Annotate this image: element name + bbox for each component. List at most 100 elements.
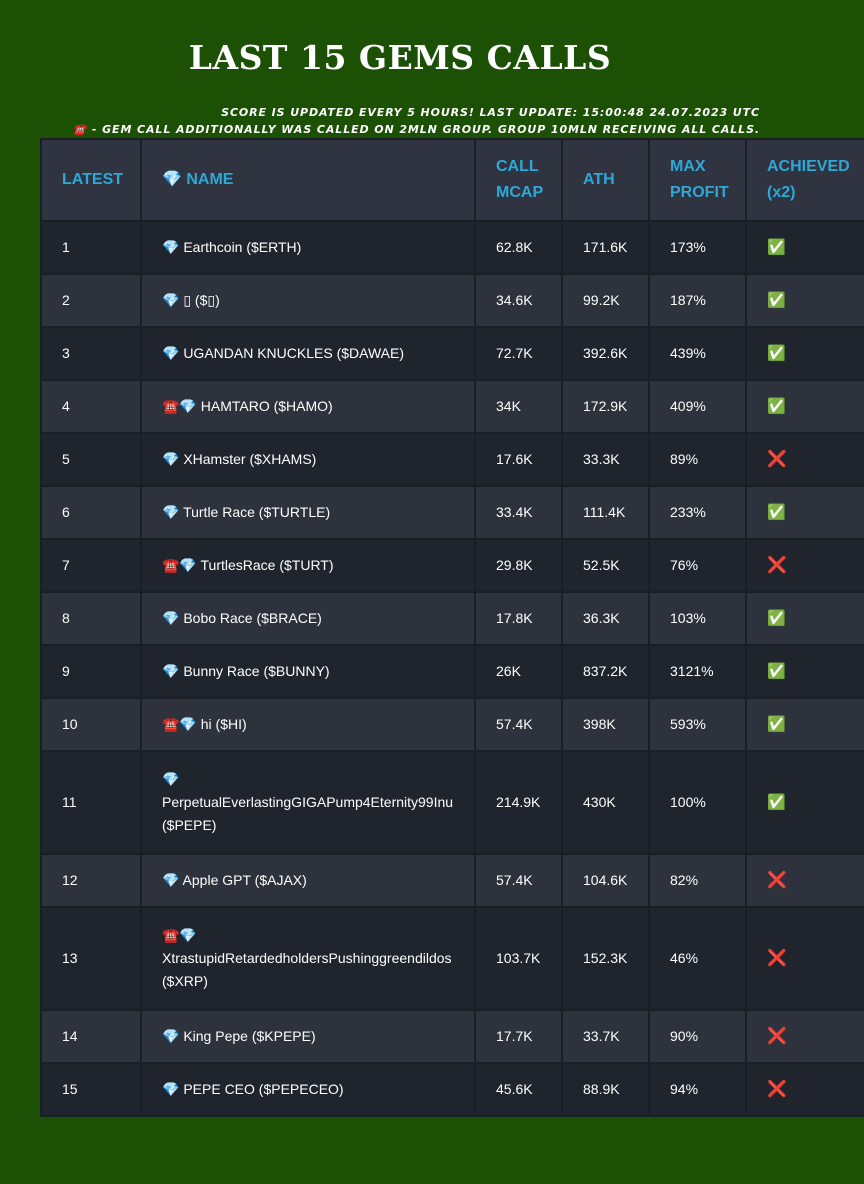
cell-latest: 10: [40, 697, 142, 752]
check-icon: ✅: [745, 750, 864, 855]
cell-call-mcap: 45.6K: [474, 1062, 563, 1117]
cell-max-profit: 82%: [648, 853, 747, 908]
gems-table-container: LATEST 💎 NAME CALL MCAP ATH MAX PROFIT ACH…: [40, 138, 864, 1117]
cell-call-mcap: 29.8K: [474, 538, 563, 593]
gems-table: LATEST 💎 NAME CALL MCAP ATH MAX PROFIT ACH…: [40, 138, 864, 1117]
table-row: 13 ☎️💎 XtrastupidRetardedholdersPushinggr…: [40, 906, 864, 1011]
cross-icon: ❌: [745, 906, 864, 1011]
cell-name: 💎 Turtle Race ($TURTLE): [140, 485, 476, 540]
check-icon: ✅: [745, 485, 864, 540]
table-row: 14 💎 King Pepe ($KPEPE) 17.7K 33.7K 90% …: [40, 1009, 864, 1064]
check-icon: ✅: [745, 326, 864, 381]
cell-call-mcap: 72.7K: [474, 326, 563, 381]
cell-call-mcap: 26K: [474, 644, 563, 699]
cell-call-mcap: 17.7K: [474, 1009, 563, 1064]
cell-ath: 171.6K: [561, 220, 650, 275]
cell-max-profit: 409%: [648, 379, 747, 434]
header-ath[interactable]: ATH: [561, 138, 650, 222]
check-icon: ✅: [745, 220, 864, 275]
cell-call-mcap: 17.8K: [474, 591, 563, 646]
cell-max-profit: 90%: [648, 1009, 747, 1064]
table-row: 15 💎 PEPE CEO ($PEPECEO) 45.6K 88.9K 94%…: [40, 1062, 864, 1117]
cell-name: 💎 Apple GPT ($AJAX): [140, 853, 476, 908]
cell-ath: 33.7K: [561, 1009, 650, 1064]
cell-max-profit: 233%: [648, 485, 747, 540]
cell-name: 💎 King Pepe ($KPEPE): [140, 1009, 476, 1064]
cell-latest: 13: [40, 906, 142, 1011]
cell-name: 💎 PEPE CEO ($PEPECEO): [140, 1062, 476, 1117]
cell-max-profit: 103%: [648, 591, 747, 646]
cell-latest: 3: [40, 326, 142, 381]
cell-latest: 9: [40, 644, 142, 699]
cell-name: 💎 PerpetualEverlastingGIGAPump4Eternity99…: [140, 750, 476, 855]
cross-icon: ❌: [745, 432, 864, 487]
cell-name: 💎 Bunny Race ($BUNNY): [140, 644, 476, 699]
cell-ath: 36.3K: [561, 591, 650, 646]
table-row: 9 💎 Bunny Race ($BUNNY) 26K 837.2K 3121%…: [40, 644, 864, 699]
cell-max-profit: 76%: [648, 538, 747, 593]
cell-call-mcap: 34.6K: [474, 273, 563, 328]
cross-icon: ❌: [745, 1009, 864, 1064]
check-icon: ✅: [745, 591, 864, 646]
cross-icon: ❌: [745, 1062, 864, 1117]
check-icon: ✅: [745, 697, 864, 752]
cell-ath: 398K: [561, 697, 650, 752]
cell-latest: 12: [40, 853, 142, 908]
table-row: 1 💎 Earthcoin ($ERTH) 62.8K 171.6K 173% …: [40, 220, 864, 275]
cell-call-mcap: 34K: [474, 379, 563, 434]
cell-call-mcap: 17.6K: [474, 432, 563, 487]
cell-max-profit: 100%: [648, 750, 747, 855]
cell-ath: 837.2K: [561, 644, 650, 699]
cell-max-profit: 89%: [648, 432, 747, 487]
cell-name: 💎 ▯ ($▯): [140, 273, 476, 328]
cell-max-profit: 3121%: [648, 644, 747, 699]
cell-ath: 111.4K: [561, 485, 650, 540]
cell-call-mcap: 214.9K: [474, 750, 563, 855]
cell-latest: 14: [40, 1009, 142, 1064]
table-row: 12 💎 Apple GPT ($AJAX) 57.4K 104.6K 82% …: [40, 853, 864, 908]
table-row: 10 ☎️💎 hi ($HI) 57.4K 398K 593% ✅: [40, 697, 864, 752]
cell-name: ☎️💎 hi ($HI): [140, 697, 476, 752]
cell-max-profit: 94%: [648, 1062, 747, 1117]
cell-name: ☎️💎 TurtlesRace ($TURT): [140, 538, 476, 593]
cell-name: ☎️💎 XtrastupidRetardedholdersPushinggreen…: [140, 906, 476, 1011]
cell-max-profit: 173%: [648, 220, 747, 275]
table-row: 2 💎 ▯ ($▯) 34.6K 99.2K 187% ✅: [40, 273, 864, 328]
header-call-mcap[interactable]: CALL MCAP: [474, 138, 563, 222]
cross-icon: ❌: [745, 853, 864, 908]
page-title: LAST 15 GEMS CALLS: [188, 38, 612, 77]
cell-max-profit: 439%: [648, 326, 747, 381]
cell-call-mcap: 33.4K: [474, 485, 563, 540]
table-row: 8 💎 Bobo Race ($BRACE) 17.8K 36.3K 103% …: [40, 591, 864, 646]
cell-call-mcap: 62.8K: [474, 220, 563, 275]
header-latest[interactable]: LATEST: [40, 138, 142, 222]
header-achieved[interactable]: ACHIEVED (x2): [745, 138, 864, 222]
cell-name: 💎 XHamster ($XHAMS): [140, 432, 476, 487]
table-header-row: LATEST 💎 NAME CALL MCAP ATH MAX PROFIT ACH…: [40, 138, 864, 222]
cross-icon: ❌: [745, 538, 864, 593]
table-row: 3 💎 UGANDAN KNUCKLES ($DAWAE) 72.7K 392.…: [40, 326, 864, 381]
cell-ath: 392.6K: [561, 326, 650, 381]
table-row: 6 💎 Turtle Race ($TURTLE) 33.4K 111.4K 2…: [40, 485, 864, 540]
table-row: 4 ☎️💎 HAMTARO ($HAMO) 34K 172.9K 409% ✅: [40, 379, 864, 434]
check-icon: ✅: [745, 273, 864, 328]
group-note: ☎️ - GEM CALL ADDITIONALLY WAS CALLED ON…: [72, 123, 760, 136]
cell-max-profit: 187%: [648, 273, 747, 328]
cell-latest: 8: [40, 591, 142, 646]
header-name[interactable]: 💎 NAME: [140, 138, 476, 222]
cell-latest: 11: [40, 750, 142, 855]
cell-latest: 2: [40, 273, 142, 328]
cell-ath: 104.6K: [561, 853, 650, 908]
cell-ath: 172.9K: [561, 379, 650, 434]
cell-max-profit: 593%: [648, 697, 747, 752]
cell-ath: 52.5K: [561, 538, 650, 593]
header-max-profit[interactable]: MAX PROFIT: [648, 138, 747, 222]
cell-call-mcap: 57.4K: [474, 697, 563, 752]
cell-latest: 5: [40, 432, 142, 487]
cell-ath: 88.9K: [561, 1062, 650, 1117]
update-note: SCORE IS UPDATED EVERY 5 HOURS! LAST UPD…: [221, 106, 760, 119]
cell-latest: 7: [40, 538, 142, 593]
cell-latest: 6: [40, 485, 142, 540]
cell-ath: 152.3K: [561, 906, 650, 1011]
check-icon: ✅: [745, 379, 864, 434]
